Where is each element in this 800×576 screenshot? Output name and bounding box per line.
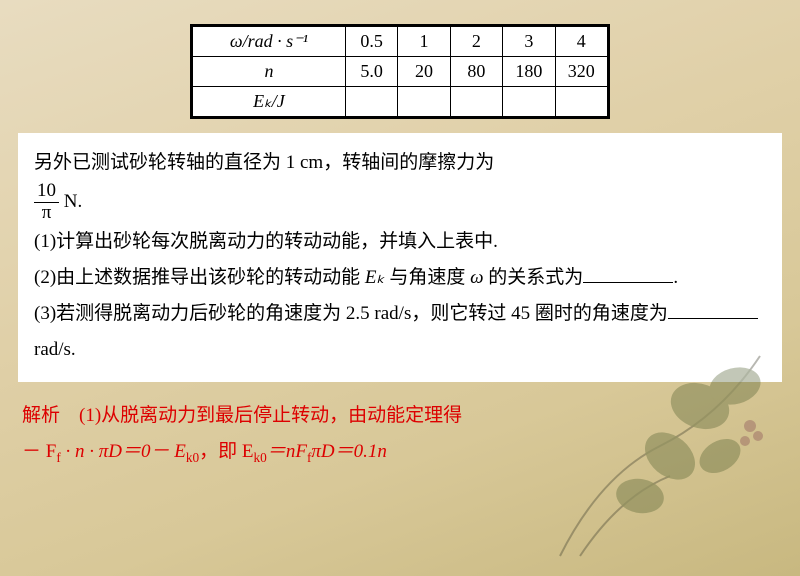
cell: 4 [555,27,607,57]
q3-b: rad/s. [34,339,76,360]
row-header: Eₖ/J [193,87,346,117]
cell [450,87,502,117]
s-sub-k0b: k0 [254,450,267,465]
s-b4: ＝nF [267,441,307,462]
intro-line-2: 10 π N. [34,181,766,224]
s-b2: · n · πD＝0－ E [61,441,186,462]
cell [345,87,397,117]
q3-a: (3)若测得脱离动力后砂轮的角速度为 2.5 rad/s，则它转过 45 圈时的… [34,303,668,324]
cell: 20 [398,57,450,87]
s-sub-k0a: k0 [186,450,199,465]
cell: 180 [503,57,555,87]
solution-line-a: (1)从脱离动力到最后停止转动，由动能定理得 [79,405,462,426]
q2-c: 的关系式为 [484,267,584,288]
table: ω/rad · s⁻¹ 0.5 1 2 3 4 n 5.0 20 80 180 … [192,26,608,117]
blank [668,298,758,319]
question-3: (3)若测得脱离动力后砂轮的角速度为 2.5 rad/s，则它转过 45 圈时的… [34,296,766,368]
cell: 320 [555,57,607,87]
solution-line-b: － Ff · n · πD＝0－ Ek0，即 Ek0＝nFfπD＝0.1n [22,441,387,462]
frac-den: π [34,203,59,224]
q2-Ek: Eₖ [365,267,385,288]
intro-text-a: 另外已测试砂轮转轴的直径为 1 cm，转轴间的摩擦力为 [34,152,494,173]
blank [583,262,673,283]
cell [398,87,450,117]
frac-num: 10 [34,181,59,203]
table-row: n 5.0 20 80 180 320 [193,57,608,87]
data-table: ω/rad · s⁻¹ 0.5 1 2 3 4 n 5.0 20 80 180 … [190,24,610,119]
cell: 3 [503,27,555,57]
question-2: (2)由上述数据推导出该砂轮的转动动能 Eₖ 与角速度 ω 的关系式为. [34,260,766,296]
solution-panel: 解析 (1)从脱离动力到最后停止转动，由动能定理得 － Ff · n · πD＝… [18,398,782,470]
question-1: (1)计算出砂轮每次脱离动力的转动动能，并填入上表中. [34,224,766,260]
s-b1: － F [22,441,56,462]
solution-label: 解析 [22,405,60,426]
s-b3: ，即 E [199,441,253,462]
fraction: 10 π [34,181,59,224]
cell: 80 [450,57,502,87]
table-row: Eₖ/J [193,87,608,117]
cell [503,87,555,117]
table-row: ω/rad · s⁻¹ 0.5 1 2 3 4 [193,27,608,57]
row-header: n [193,57,346,87]
intro-text-b: N. [59,191,82,212]
q2-d: . [673,267,678,288]
cell: 0.5 [345,27,397,57]
q2-a: (2)由上述数据推导出该砂轮的转动动能 [34,267,365,288]
question-panel: 另外已测试砂轮转轴的直径为 1 cm，转轴间的摩擦力为 10 π N. (1)计… [18,133,782,382]
q2-b: 与角速度 [385,267,471,288]
cell: 2 [450,27,502,57]
intro-line: 另外已测试砂轮转轴的直径为 1 cm，转轴间的摩擦力为 [34,145,766,181]
s-b5: πD＝0.1n [311,441,387,462]
cell [555,87,607,117]
q2-omega: ω [470,267,483,288]
row-header: ω/rad · s⁻¹ [193,27,346,57]
cell: 1 [398,27,450,57]
cell: 5.0 [345,57,397,87]
